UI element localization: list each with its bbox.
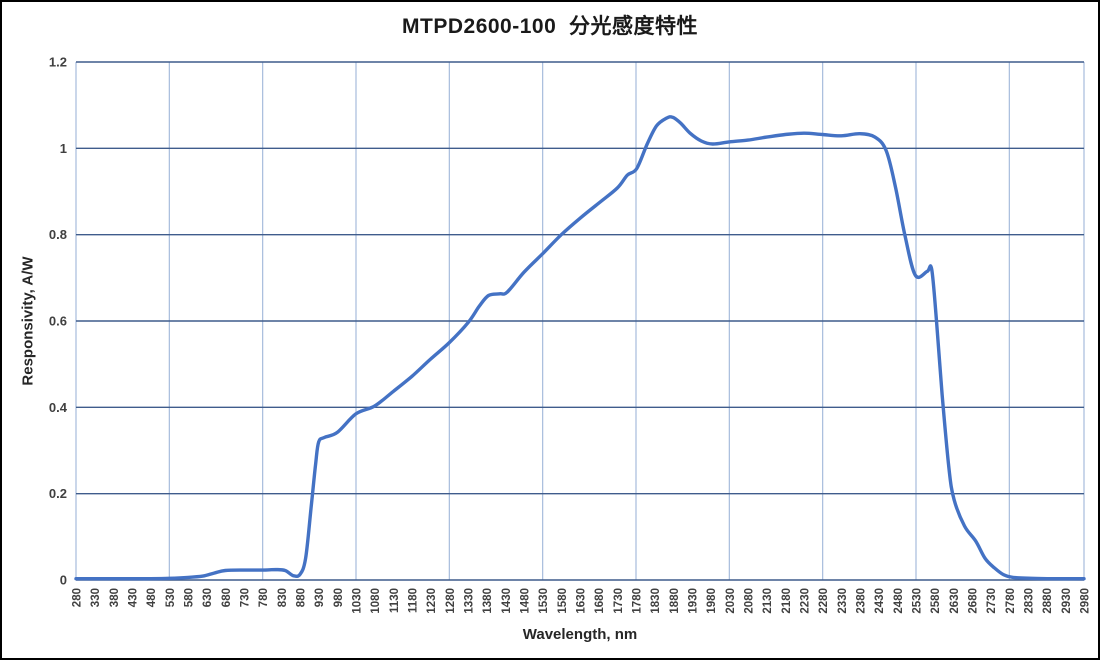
x-tick-label: 280 — [72, 588, 84, 607]
x-tick-label: 330 — [90, 588, 102, 607]
x-tick-label: 2730 — [986, 588, 998, 614]
x-tick-label: 930 — [314, 588, 326, 607]
x-tick-label: 1130 — [389, 588, 401, 613]
x-tick-label: 1280 — [445, 588, 457, 614]
x-tick-label: 1730 — [613, 588, 625, 614]
x-tick-label: 1680 — [594, 588, 606, 614]
x-tick-label: 2330 — [837, 588, 849, 614]
y-tick-label: 1 — [60, 141, 67, 156]
x-tick-label: 1330 — [464, 588, 476, 614]
x-tick-label: 2130 — [762, 588, 774, 614]
x-tick-label: 1880 — [669, 588, 681, 614]
x-tick-label: 2180 — [781, 588, 793, 614]
x-tick-label: 880 — [296, 588, 308, 607]
x-tick-label: 580 — [184, 588, 196, 607]
y-tick-label: 0.8 — [49, 227, 67, 242]
x-tick-label: 2780 — [1005, 588, 1017, 614]
x-tick-label: 980 — [333, 588, 345, 607]
x-tick-label: 1630 — [576, 588, 588, 614]
x-tick-label: 1980 — [706, 588, 718, 614]
x-tick-label: 2380 — [856, 588, 868, 614]
x-tick-label: 380 — [109, 588, 121, 607]
x-tick-label: 1180 — [408, 588, 420, 613]
x-tick-label: 2480 — [893, 588, 905, 614]
x-tick-label: 1780 — [632, 588, 644, 614]
responsivity-curve — [74, 115, 1086, 581]
x-tick-label: 2880 — [1042, 588, 1054, 614]
x-tick-label: 2680 — [968, 588, 980, 614]
y-tick-label: 0.4 — [49, 400, 68, 415]
x-tick-label: 2530 — [912, 588, 924, 614]
x-tick-label: 1230 — [426, 588, 438, 614]
x-tick-label: 1480 — [520, 588, 532, 614]
x-tick-label: 2230 — [800, 588, 812, 614]
x-tick-label: 680 — [221, 588, 233, 607]
chart-title: MTPD2600-100 分光感度特性 — [402, 15, 698, 38]
x-tick-label: 730 — [240, 588, 252, 607]
x-tick-label: 2430 — [874, 588, 886, 614]
x-tick-label: 2980 — [1080, 588, 1092, 614]
x-tick-label: 1030 — [352, 588, 364, 614]
x-tick-label: 1530 — [538, 588, 550, 614]
x-axis-title: Wavelength, nm — [522, 626, 638, 643]
x-tick-label: 2930 — [1061, 588, 1073, 614]
x-tick-label: 780 — [258, 588, 270, 607]
x-tick-label: 2030 — [725, 588, 737, 614]
x-tick-label: 2630 — [949, 588, 961, 614]
x-tick-label: 1080 — [370, 588, 382, 614]
y-tick-label: 1.2 — [49, 55, 67, 70]
x-tick-label: 1380 — [482, 588, 494, 614]
x-tick-label: 1430 — [501, 588, 513, 614]
y-tick-label: 0.2 — [49, 486, 67, 501]
x-tick-label: 1580 — [557, 588, 569, 614]
x-tick-label: 1930 — [688, 588, 700, 614]
x-tick-label: 530 — [165, 588, 177, 607]
x-tick-label: 2080 — [744, 588, 756, 614]
x-tick-label: 2280 — [818, 588, 830, 614]
x-tick-label: 2580 — [930, 588, 942, 614]
x-tick-label: 1830 — [650, 588, 662, 614]
x-tick-label: 630 — [202, 588, 214, 607]
x-tick-label: 2830 — [1024, 588, 1036, 614]
x-tick-label: 430 — [128, 588, 140, 607]
x-tick-label: 830 — [277, 588, 289, 607]
y-tick-label: 0.6 — [49, 314, 67, 329]
y-tick-label: 0 — [60, 573, 67, 588]
x-tick-label: 480 — [146, 588, 158, 607]
